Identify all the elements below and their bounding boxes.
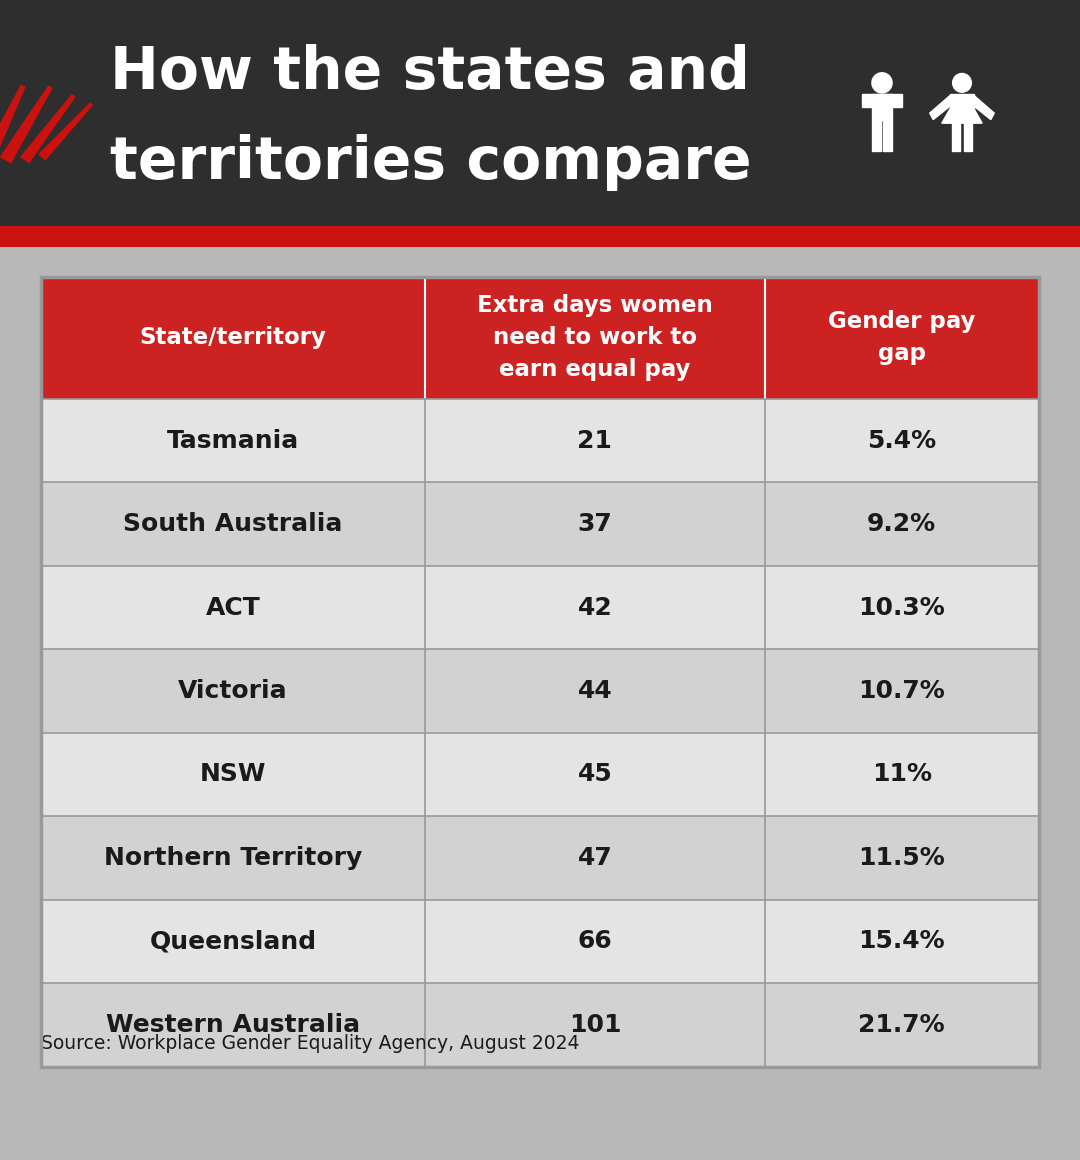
Polygon shape bbox=[930, 95, 954, 119]
Text: 101: 101 bbox=[569, 1013, 621, 1037]
FancyBboxPatch shape bbox=[41, 900, 1039, 984]
Polygon shape bbox=[872, 94, 892, 121]
Polygon shape bbox=[0, 86, 52, 162]
FancyBboxPatch shape bbox=[964, 123, 972, 151]
Text: Queensland: Queensland bbox=[149, 929, 316, 954]
FancyBboxPatch shape bbox=[41, 277, 1039, 399]
Text: Tasmania: Tasmania bbox=[167, 428, 299, 452]
Text: 37: 37 bbox=[578, 512, 612, 536]
FancyBboxPatch shape bbox=[951, 123, 960, 151]
Text: South Australia: South Australia bbox=[123, 512, 342, 536]
Text: 47: 47 bbox=[578, 846, 612, 870]
Text: 11.5%: 11.5% bbox=[859, 846, 945, 870]
Polygon shape bbox=[0, 86, 25, 162]
Text: 44: 44 bbox=[578, 679, 612, 703]
Text: 9.2%: 9.2% bbox=[867, 512, 936, 536]
Text: 45: 45 bbox=[578, 762, 612, 786]
Polygon shape bbox=[39, 103, 92, 160]
Text: 11%: 11% bbox=[872, 762, 932, 786]
Text: 10.7%: 10.7% bbox=[859, 679, 945, 703]
Text: NSW: NSW bbox=[200, 762, 267, 786]
FancyBboxPatch shape bbox=[872, 121, 881, 151]
Text: State/territory: State/territory bbox=[139, 326, 326, 349]
Text: Victoria: Victoria bbox=[178, 679, 288, 703]
FancyBboxPatch shape bbox=[0, 0, 1080, 226]
Text: 15.4%: 15.4% bbox=[859, 929, 945, 954]
Text: Source: Workplace Gender Equality Agency, August 2024: Source: Workplace Gender Equality Agency… bbox=[41, 1035, 580, 1053]
Polygon shape bbox=[950, 94, 973, 109]
Polygon shape bbox=[942, 108, 982, 123]
FancyBboxPatch shape bbox=[41, 483, 1039, 566]
FancyBboxPatch shape bbox=[41, 733, 1039, 817]
Polygon shape bbox=[862, 94, 902, 107]
Text: ACT: ACT bbox=[206, 595, 260, 619]
Polygon shape bbox=[970, 95, 995, 119]
Text: How the states and: How the states and bbox=[110, 44, 750, 101]
FancyBboxPatch shape bbox=[41, 984, 1039, 1066]
FancyBboxPatch shape bbox=[41, 277, 1039, 1066]
FancyBboxPatch shape bbox=[41, 817, 1039, 900]
Text: Gender pay
gap: Gender pay gap bbox=[828, 311, 975, 365]
FancyBboxPatch shape bbox=[883, 121, 892, 151]
FancyBboxPatch shape bbox=[41, 650, 1039, 733]
Text: Northern Territory: Northern Territory bbox=[104, 846, 362, 870]
Circle shape bbox=[872, 73, 892, 93]
FancyBboxPatch shape bbox=[41, 566, 1039, 650]
Text: Western Australia: Western Australia bbox=[106, 1013, 361, 1037]
Text: 21: 21 bbox=[578, 428, 612, 452]
Text: 21.7%: 21.7% bbox=[859, 1013, 945, 1037]
Text: 5.4%: 5.4% bbox=[867, 428, 936, 452]
FancyBboxPatch shape bbox=[0, 226, 1080, 247]
Text: 42: 42 bbox=[578, 595, 612, 619]
FancyBboxPatch shape bbox=[41, 399, 1039, 483]
Text: Extra days women
need to work to
earn equal pay: Extra days women need to work to earn eq… bbox=[477, 295, 713, 382]
Polygon shape bbox=[21, 95, 75, 162]
Text: territories compare: territories compare bbox=[110, 135, 752, 191]
Text: 66: 66 bbox=[578, 929, 612, 954]
Text: 10.3%: 10.3% bbox=[859, 595, 945, 619]
Circle shape bbox=[953, 73, 971, 93]
